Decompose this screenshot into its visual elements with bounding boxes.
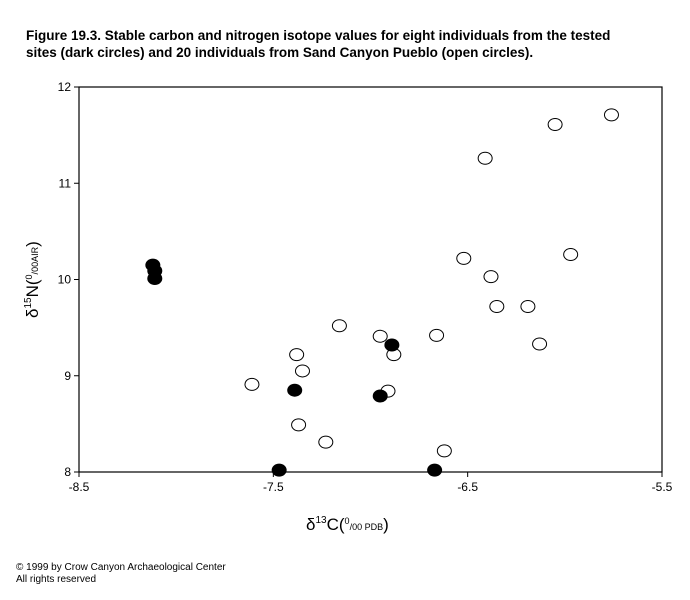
point [372,389,388,403]
point [331,319,347,333]
plot-frame [78,86,663,473]
point [532,337,548,351]
x-label-part: δ [306,515,315,534]
x-label-part: 0 [345,516,350,526]
footer-line: © 1999 by Crow Canyon Archaeological Cen… [16,562,226,573]
point [287,383,303,397]
y-label-part: ) [23,241,42,247]
title-line: sites (dark circles) and 20 individuals … [26,45,533,60]
x-tick-label: -5.5 [652,480,673,494]
point [456,251,472,265]
y-label-part: 0 [24,274,34,279]
title-line: Figure 19.3. Stable carbon and nitrogen … [26,28,610,43]
y-label-part: /00AIR [30,246,40,274]
y-tick-label: 8 [64,465,71,479]
x-tick-label: -6.5 [457,480,478,494]
point [289,348,305,362]
y-label-part: 15 [23,297,34,309]
point [489,299,505,313]
x-tick-label: -8.5 [69,480,90,494]
point [547,118,563,132]
point [372,329,388,343]
point [603,108,619,122]
point [520,299,536,313]
point [294,364,310,378]
point [271,463,287,477]
point [483,270,499,284]
point [318,435,334,449]
point [563,247,579,261]
point [244,377,260,391]
y-tick-label: 11 [59,176,72,190]
y-label-part: N( [23,279,42,297]
footer-line: All rights reserved [16,574,96,585]
point [384,338,400,352]
x-axis-label: δ13C(0/00 PDB) [306,515,389,534]
x-tick-label: -7.5 [263,480,284,494]
y-label-part: δ [23,309,42,318]
y-tick-label: 10 [58,273,72,287]
point [477,151,493,165]
point [429,328,445,342]
point [436,444,452,458]
x-label-part: /00 PDB [350,522,384,532]
point [147,272,163,286]
x-label-part: C( [327,515,345,534]
y-axis-label: δ15N(0/00AIR) [23,241,42,318]
x-label-part: 13 [315,515,327,526]
y-tick-label: 9 [64,369,71,383]
y-tick-label: 12 [58,80,72,94]
point [427,463,443,477]
x-label-part: ) [383,515,389,534]
point [291,418,307,432]
